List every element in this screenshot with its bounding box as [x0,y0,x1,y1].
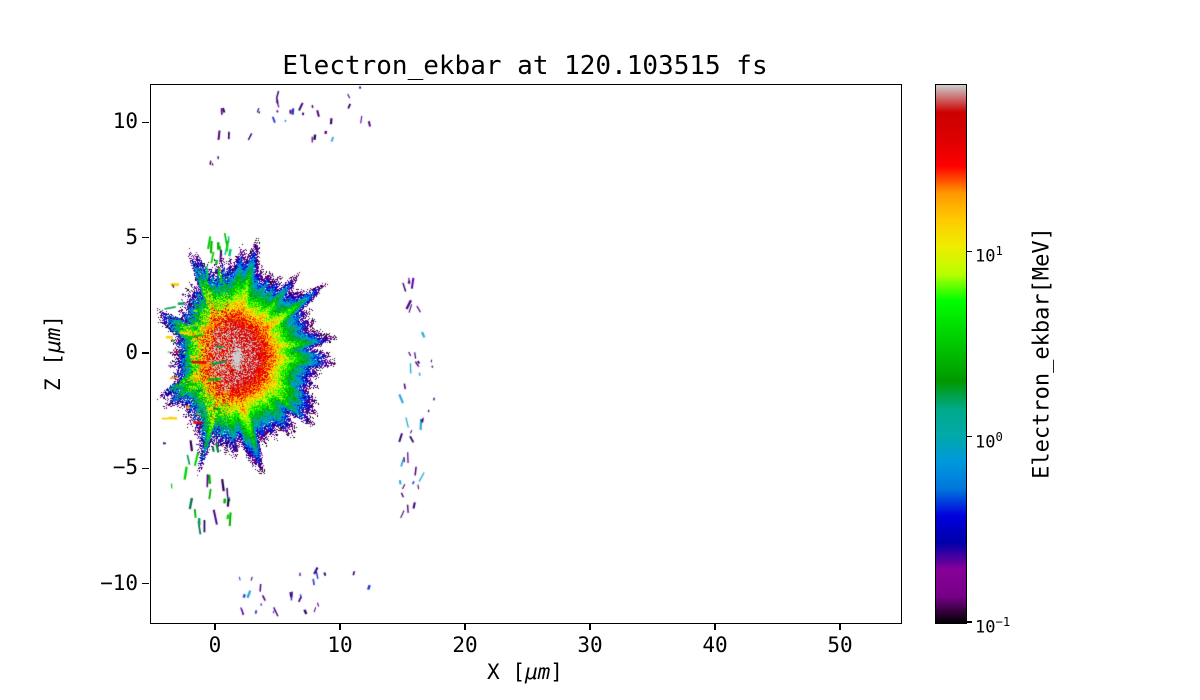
y-tick-mark [142,582,149,585]
colorbar-tick-mark [966,250,972,253]
y-axis-label-unit: μm [41,327,65,354]
x-axis-label: X [μm] [150,660,900,684]
y-tick-label: 0 [125,340,138,364]
x-tick-mark [839,623,841,630]
x-tick-mark [589,623,591,630]
x-tick-label: 10 [327,633,353,657]
y-tick-label: 5 [125,224,138,249]
x-tick-mark [714,623,716,630]
y-tick-mark [142,467,149,469]
colorbar-tick-label: 101 [975,241,1003,267]
colorbar-tick-base: 10 [975,247,996,268]
colorbar-gradient-canvas [936,85,966,623]
colorbar-tick-exponent: 0 [995,429,1003,444]
x-tick-label: 30 [577,633,603,657]
colorbar-tick-exponent: 1 [995,244,1003,259]
colorbar-label: Electron_ekbar[MeV] [1029,227,1055,479]
x-tick-label: 0 [208,633,222,657]
x-tick-mark [464,623,466,630]
x-tick-mark [214,623,216,630]
colorbar-tick-label: 10−1 [975,612,1010,638]
colorbar-tick-base: 10 [975,617,996,638]
colorbar-tick-base: 10 [975,432,996,453]
y-tick-label: 10 [112,109,138,134]
y-tick-mark [142,236,149,239]
colorbar [935,84,967,624]
y-tick-mark [142,121,149,124]
x-tick-mark [339,623,341,630]
y-axis-label: Z [μm] [41,315,65,391]
x-axis-label-suffix: ] [550,660,563,684]
plot-title: Electron_ekbar at 120.103515 fs [282,51,768,81]
colorbar-tick-mark [966,621,972,623]
heatmap-canvas [151,85,901,623]
colorbar-tick-exponent: −1 [995,615,1011,629]
x-axis-label-prefix: X [ [487,660,525,684]
colorbar-tick-label: 100 [975,427,1003,453]
colorbar-tick-mark [966,435,972,438]
y-axis-label-suffix: ] [41,315,65,328]
x-tick-label: 20 [452,633,478,657]
plot-area [150,84,902,624]
y-axis-label-prefix: Z [ [41,353,65,391]
y-tick-mark [142,352,149,354]
x-tick-label: 40 [702,633,728,657]
y-tick-label: −10 [100,570,138,595]
y-tick-label: −5 [112,455,138,480]
x-tick-label: 50 [827,633,853,657]
x-axis-label-unit: μm [524,660,551,684]
